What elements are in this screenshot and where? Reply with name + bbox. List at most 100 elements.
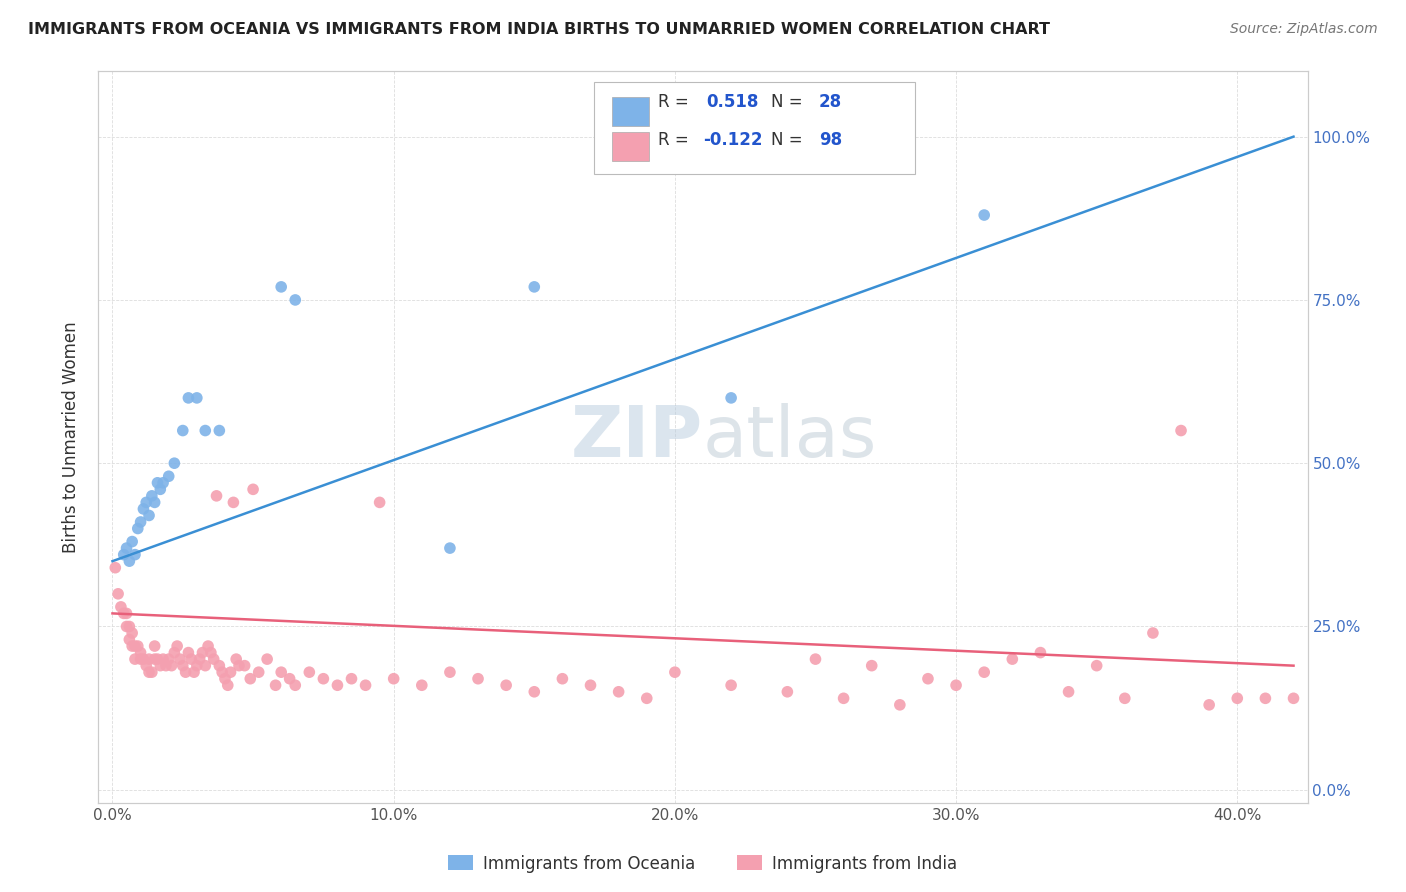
Point <box>115 619 138 633</box>
Point <box>211 665 233 680</box>
Point <box>523 280 546 294</box>
Point <box>107 587 129 601</box>
Point <box>127 639 149 653</box>
Point <box>132 502 155 516</box>
FancyBboxPatch shape <box>595 82 915 174</box>
Point <box>202 652 225 666</box>
Point <box>368 495 391 509</box>
Point <box>146 475 169 490</box>
Text: atlas: atlas <box>703 402 877 472</box>
Point <box>155 658 177 673</box>
Point <box>256 652 278 666</box>
Point <box>129 652 152 666</box>
Point <box>523 685 546 699</box>
Text: R =: R = <box>658 130 695 149</box>
Point <box>200 646 222 660</box>
Point <box>143 495 166 509</box>
Point <box>495 678 517 692</box>
Point <box>127 521 149 535</box>
Point <box>551 672 574 686</box>
Point <box>180 652 202 666</box>
Point <box>129 515 152 529</box>
FancyBboxPatch shape <box>613 132 648 161</box>
Point <box>607 685 630 699</box>
Point <box>149 658 172 673</box>
Point <box>110 599 132 614</box>
Point <box>636 691 658 706</box>
Point <box>188 652 211 666</box>
Point <box>1001 652 1024 666</box>
Point <box>1142 626 1164 640</box>
Point <box>121 639 143 653</box>
Point <box>439 665 461 680</box>
Point <box>664 665 686 680</box>
Point <box>121 534 143 549</box>
Point <box>143 639 166 653</box>
Point <box>118 632 141 647</box>
Point <box>104 560 127 574</box>
Point <box>1029 646 1052 660</box>
Point <box>579 678 602 692</box>
Point <box>973 208 995 222</box>
Point <box>219 665 242 680</box>
Point <box>118 554 141 568</box>
Text: Source: ZipAtlas.com: Source: ZipAtlas.com <box>1230 22 1378 37</box>
Point <box>1254 691 1277 706</box>
Point <box>194 658 217 673</box>
Point <box>183 665 205 680</box>
Text: ZIP: ZIP <box>571 402 703 472</box>
Point <box>233 658 256 673</box>
Point <box>1085 658 1108 673</box>
Point <box>163 456 186 470</box>
Point <box>143 652 166 666</box>
Text: R =: R = <box>658 94 695 112</box>
Point <box>340 672 363 686</box>
Point <box>197 639 219 653</box>
Point <box>1114 691 1136 706</box>
Point <box>242 483 264 497</box>
Point <box>186 391 208 405</box>
Point <box>270 280 292 294</box>
Point <box>776 685 799 699</box>
Point <box>832 691 855 706</box>
Text: N =: N = <box>770 130 807 149</box>
Point <box>270 665 292 680</box>
Point <box>804 652 827 666</box>
Point <box>720 391 742 405</box>
Point <box>284 293 307 307</box>
Point <box>112 548 135 562</box>
Point <box>411 678 433 692</box>
Point <box>163 646 186 660</box>
Text: N =: N = <box>770 94 807 112</box>
Point <box>326 678 349 692</box>
Point <box>135 495 157 509</box>
Point <box>278 672 301 686</box>
Point <box>239 672 262 686</box>
Point <box>146 652 169 666</box>
Point <box>132 652 155 666</box>
Point <box>284 678 307 692</box>
Point <box>124 639 146 653</box>
Point <box>720 678 742 692</box>
Point <box>973 665 995 680</box>
Point <box>152 475 174 490</box>
Point <box>112 607 135 621</box>
Point <box>157 469 180 483</box>
Point <box>115 541 138 555</box>
Point <box>264 678 287 692</box>
Point <box>1226 691 1249 706</box>
Point <box>174 665 197 680</box>
Point <box>121 626 143 640</box>
Point <box>889 698 911 712</box>
Point <box>205 489 228 503</box>
Point <box>118 619 141 633</box>
Point <box>354 678 377 692</box>
Point <box>177 391 200 405</box>
Point <box>172 658 194 673</box>
Point <box>124 548 146 562</box>
Point <box>860 658 883 673</box>
Point <box>157 652 180 666</box>
Point <box>945 678 967 692</box>
Point <box>135 658 157 673</box>
Text: IMMIGRANTS FROM OCEANIA VS IMMIGRANTS FROM INDIA BIRTHS TO UNMARRIED WOMEN CORRE: IMMIGRANTS FROM OCEANIA VS IMMIGRANTS FR… <box>28 22 1050 37</box>
